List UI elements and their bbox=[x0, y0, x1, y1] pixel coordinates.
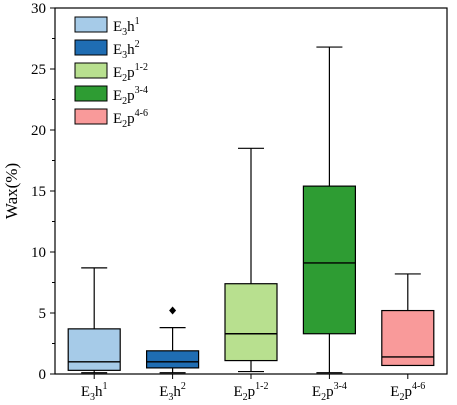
legend-label-main: p bbox=[127, 65, 135, 81]
outlier-point bbox=[169, 306, 177, 315]
x-category-label-base: E bbox=[159, 384, 168, 400]
box-iqr bbox=[302, 185, 356, 335]
legend-swatch bbox=[74, 85, 108, 102]
x-category-label-base: E bbox=[81, 384, 90, 400]
x-category-label-main: p bbox=[404, 384, 412, 400]
legend-label-main: p bbox=[127, 88, 135, 104]
legend-entry: E3h2 bbox=[74, 39, 140, 61]
y-tick-label: 0 bbox=[39, 367, 47, 383]
y-tick-label: 20 bbox=[31, 123, 46, 139]
box-5 bbox=[381, 273, 435, 367]
legend-label-sup: 3-4 bbox=[135, 85, 148, 96]
x-category-label-sup: 1 bbox=[103, 381, 108, 392]
x-category-label-main: p bbox=[326, 384, 334, 400]
x-category-label: E3h1 bbox=[81, 381, 108, 403]
x-category-label: E2p3-4 bbox=[312, 381, 347, 403]
x-category-label: E3h2 bbox=[159, 381, 186, 403]
legend-swatch bbox=[74, 62, 108, 79]
x-category-label: E2p1-2 bbox=[233, 381, 268, 403]
x-category-label-sup: 4-6 bbox=[412, 381, 425, 392]
x-category-label: E2p4-6 bbox=[390, 381, 425, 403]
legend-swatch bbox=[74, 108, 108, 125]
box-iqr bbox=[224, 283, 278, 362]
box-iqr bbox=[146, 350, 200, 369]
boxes-layer bbox=[67, 46, 435, 374]
legend-label-sub: 3 bbox=[122, 50, 127, 61]
x-category-label-sup: 1-2 bbox=[255, 381, 268, 392]
x-category-label-sup: 3-4 bbox=[334, 381, 347, 392]
y-tick-label: 30 bbox=[31, 1, 46, 17]
x-category-label-main: p bbox=[248, 384, 256, 400]
legend-entry: E2p4-6 bbox=[74, 108, 148, 130]
legend-label-base: E bbox=[113, 19, 122, 35]
x-category-label-main: h bbox=[173, 384, 181, 400]
legend-label-sup: 1 bbox=[135, 16, 140, 27]
legend-swatch bbox=[74, 16, 108, 33]
legend-entry: E3h1 bbox=[74, 16, 140, 38]
x-category-label-sub: 2 bbox=[243, 392, 248, 403]
legend-label: E3h2 bbox=[113, 39, 140, 61]
legend-label-main: h bbox=[127, 19, 135, 35]
box-3 bbox=[224, 147, 278, 373]
legend-label: E2p1-2 bbox=[113, 62, 148, 84]
legend-label-sub: 3 bbox=[122, 27, 127, 38]
y-tick-label: 10 bbox=[31, 245, 46, 261]
box-4 bbox=[302, 46, 356, 374]
legend-swatch bbox=[74, 39, 108, 56]
legend-label-sub: 2 bbox=[122, 119, 127, 130]
legend-label-sub: 2 bbox=[122, 96, 127, 107]
legend-label-sup: 1-2 bbox=[135, 62, 148, 73]
x-category-label-sub: 2 bbox=[399, 392, 404, 403]
legend-label-sup: 4-6 bbox=[135, 108, 148, 119]
y-axis-title: Wax(%) bbox=[2, 163, 21, 219]
x-category-label-base: E bbox=[233, 384, 242, 400]
legend-entry: E2p3-4 bbox=[74, 85, 148, 107]
legend-label-base: E bbox=[113, 42, 122, 58]
legend-label-main: h bbox=[127, 42, 135, 58]
x-category-label-sub: 2 bbox=[321, 392, 326, 403]
legend-label: E3h1 bbox=[113, 16, 140, 38]
legend-label: E2p4-6 bbox=[113, 108, 148, 130]
legend-label-base: E bbox=[113, 111, 122, 127]
y-tick-label: 15 bbox=[31, 184, 46, 200]
box-1 bbox=[67, 267, 121, 374]
box-2 bbox=[146, 306, 200, 374]
x-category-label-sup: 2 bbox=[181, 381, 186, 392]
legend-label-sub: 2 bbox=[122, 73, 127, 84]
x-category-label-sub: 3 bbox=[90, 392, 95, 403]
legend-entry: E2p1-2 bbox=[74, 62, 148, 84]
x-category-label-base: E bbox=[390, 384, 399, 400]
x-category-label-sub: 3 bbox=[168, 392, 173, 403]
x-category-label-base: E bbox=[312, 384, 321, 400]
y-tick-label: 5 bbox=[39, 306, 47, 322]
x-category-label-main: h bbox=[95, 384, 103, 400]
legend-label-sup: 2 bbox=[135, 39, 140, 50]
y-tick-label: 25 bbox=[31, 62, 46, 78]
legend-label-base: E bbox=[113, 65, 122, 81]
box-iqr bbox=[67, 328, 121, 371]
legend-label-main: p bbox=[127, 111, 135, 127]
legend-label-base: E bbox=[113, 88, 122, 104]
legend-label: E2p3-4 bbox=[113, 85, 148, 107]
